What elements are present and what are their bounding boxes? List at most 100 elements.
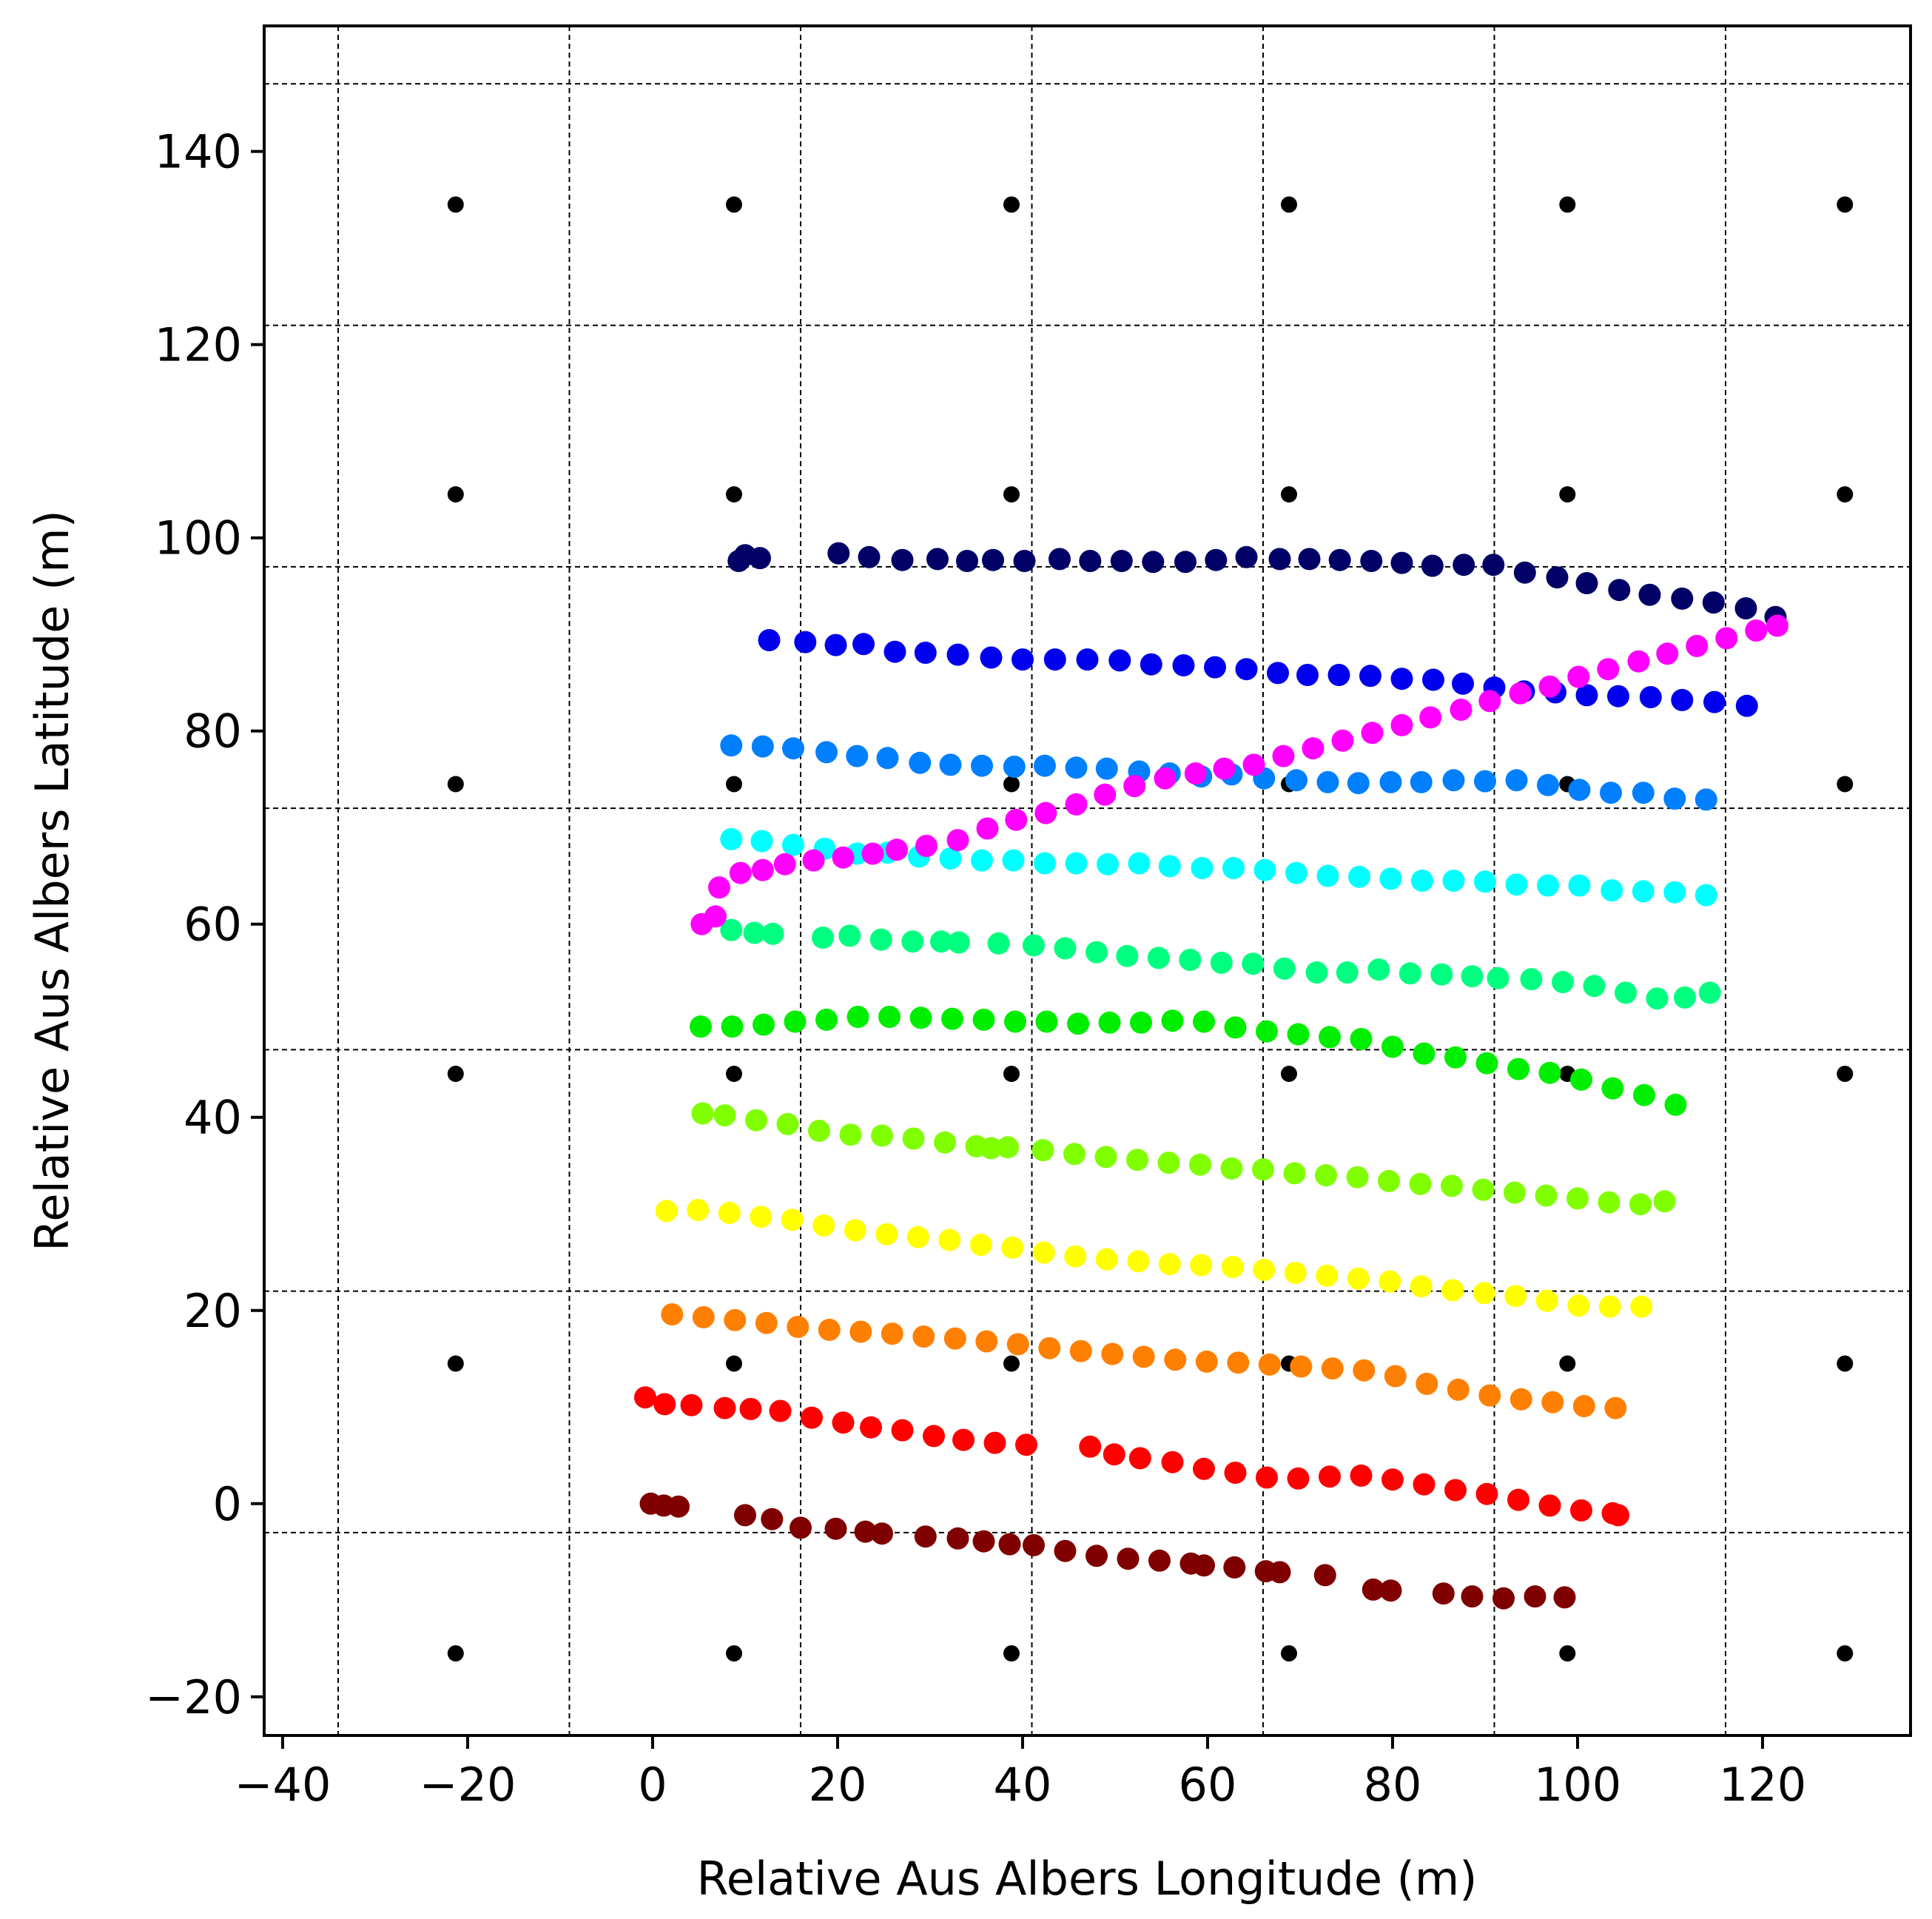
data-point: [1242, 753, 1265, 776]
data-point: [1633, 1083, 1655, 1106]
data-point: [923, 1425, 945, 1448]
data-point: [1117, 1547, 1140, 1570]
data-point: [720, 734, 743, 757]
data-point: [1034, 852, 1056, 875]
data-point: [776, 1112, 799, 1135]
data-point: [1559, 486, 1576, 503]
data-point: [846, 745, 869, 767]
data-point: [1034, 754, 1056, 777]
data-point: [1567, 1294, 1590, 1317]
series-12: [690, 614, 1788, 935]
data-point: [930, 930, 952, 953]
data-point: [761, 922, 784, 945]
data-point: [1154, 767, 1177, 790]
data-point: [1210, 951, 1233, 974]
data-point: [1703, 690, 1726, 713]
data-point: [1664, 1093, 1687, 1116]
data-point: [1419, 706, 1442, 729]
data-point: [969, 1234, 992, 1256]
data-point: [909, 1006, 932, 1029]
data-point: [1627, 650, 1650, 673]
data-point: [1475, 1482, 1498, 1505]
data-point: [1067, 1012, 1089, 1035]
data-point: [946, 643, 969, 666]
data-point: [971, 849, 993, 872]
data-point: [891, 1419, 914, 1442]
data-point: [824, 1517, 847, 1540]
data-point: [1475, 1052, 1498, 1075]
data-point: [734, 1504, 756, 1527]
data-point: [1442, 870, 1465, 892]
data-point: [1003, 196, 1020, 213]
data-point: [1537, 773, 1559, 796]
series-2: [758, 629, 1758, 717]
data-point: [1367, 958, 1390, 981]
data-point: [1663, 881, 1686, 904]
data-point: [1213, 757, 1236, 780]
data-point: [1482, 554, 1505, 577]
data-point: [901, 930, 924, 953]
data-point: [1478, 690, 1501, 713]
data-point: [655, 1200, 678, 1223]
data-point: [827, 542, 850, 565]
data-point: [661, 1303, 684, 1325]
data-point: [1604, 1397, 1627, 1419]
data-point: [1607, 685, 1629, 708]
data-point: [680, 1394, 703, 1416]
data-point: [1632, 782, 1655, 804]
data-point: [1441, 1174, 1463, 1197]
data-point: [726, 1355, 742, 1372]
data-point: [1003, 1355, 1020, 1372]
data-point: [883, 640, 906, 663]
data-point: [1285, 769, 1307, 792]
data-point: [790, 1516, 812, 1539]
data-point: [1444, 1046, 1467, 1069]
data-point: [1566, 1187, 1589, 1210]
data-point: [1157, 1152, 1180, 1174]
data-point: [1336, 961, 1359, 984]
data-point: [812, 927, 834, 949]
data-point: [726, 1066, 742, 1082]
x-axis-label: Relative Aus Albers Longitude (m): [697, 1852, 1478, 1906]
data-point: [1379, 770, 1402, 793]
data-point: [1450, 699, 1472, 721]
data-point: [1607, 1504, 1629, 1527]
data-point: [1148, 1549, 1171, 1572]
data-point: [794, 631, 817, 653]
data-point: [1076, 648, 1099, 671]
data-point: [946, 1527, 969, 1550]
data-point: [1315, 1164, 1337, 1187]
data-point: [1193, 1457, 1215, 1480]
data-point: [1575, 572, 1598, 594]
data-point: [1235, 545, 1258, 568]
data-point: [1098, 1011, 1121, 1034]
data-point: [1478, 1384, 1501, 1407]
data-point: [1110, 550, 1133, 572]
data-point: [1553, 1586, 1576, 1609]
data-point: [1006, 1333, 1029, 1356]
data-point: [854, 1520, 877, 1543]
data-point: [1671, 587, 1694, 610]
data-point: [1079, 550, 1102, 572]
data-point: [875, 1223, 898, 1246]
data-point: [1350, 1028, 1373, 1050]
data-point: [667, 1495, 690, 1518]
data-point: [1284, 1261, 1307, 1284]
data-point: [1003, 776, 1020, 793]
data-point: [1101, 1342, 1124, 1365]
data-point: [1360, 550, 1383, 572]
data-point: [1130, 1011, 1152, 1034]
data-point: [1161, 1451, 1184, 1473]
data-point: [1837, 196, 1854, 213]
data-point: [914, 642, 937, 664]
data-point: [750, 1206, 773, 1229]
data-point: [1023, 934, 1045, 957]
data-point: [1054, 937, 1077, 960]
y-tick-label: 40: [184, 1091, 242, 1145]
data-point: [1505, 873, 1528, 896]
data-point: [1281, 1645, 1297, 1662]
data-point: [1504, 1181, 1526, 1204]
data-point: [447, 1645, 464, 1662]
data-point: [1416, 1372, 1438, 1395]
